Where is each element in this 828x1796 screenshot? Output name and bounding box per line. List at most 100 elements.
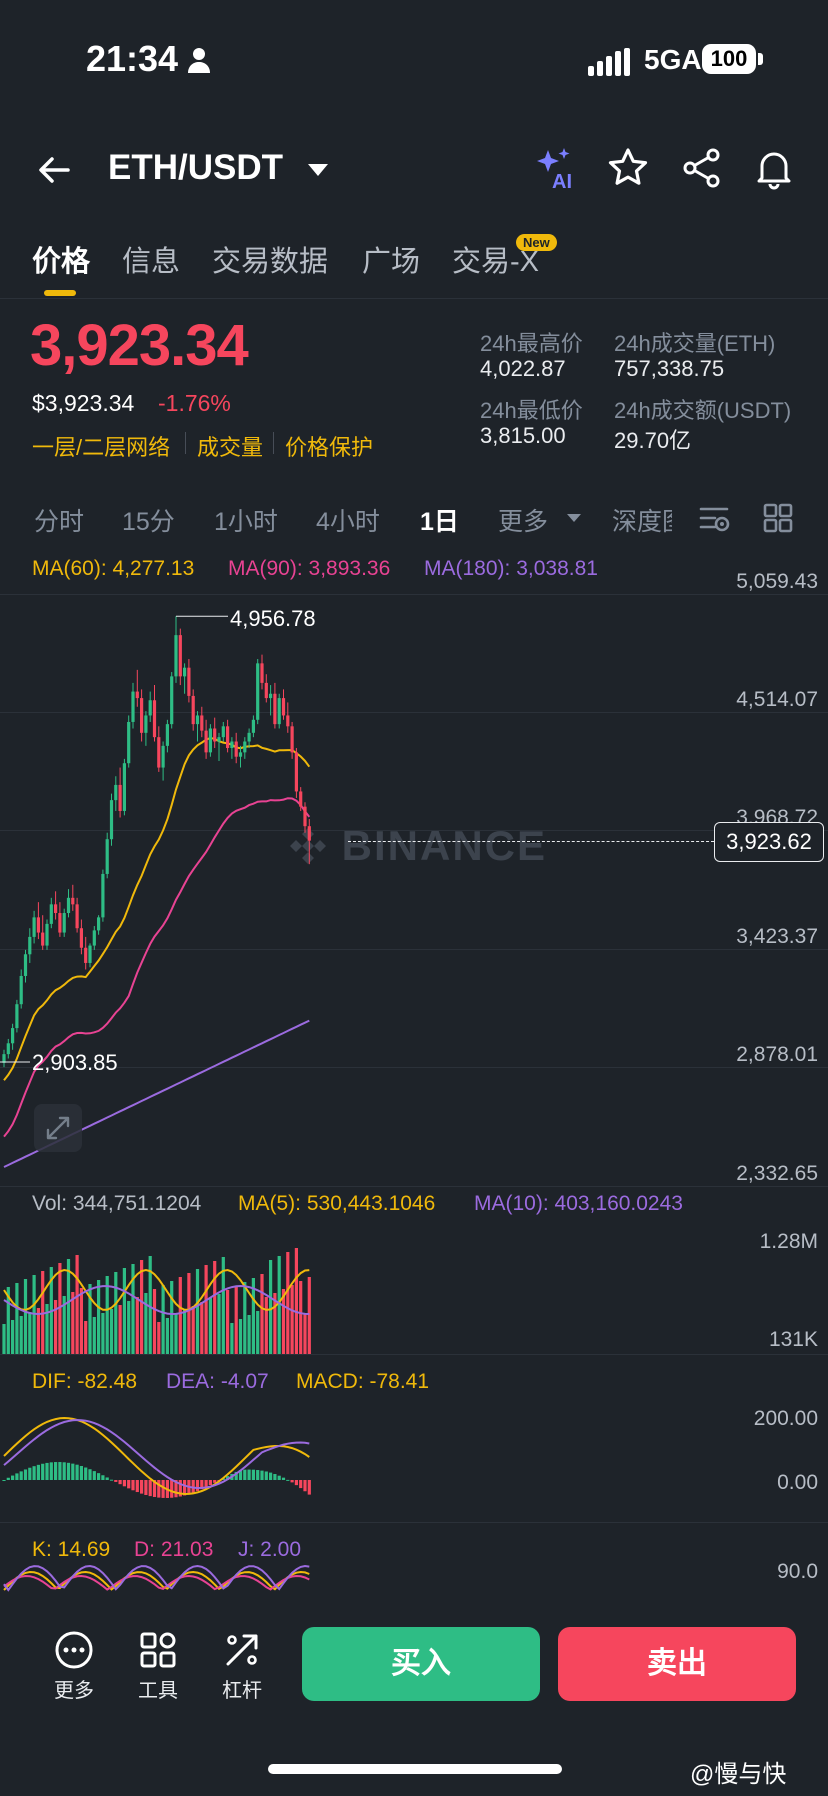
binance-watermark: BINANCE <box>288 822 547 870</box>
candle-body <box>178 635 182 677</box>
macd-dif-legend: DIF: -82.48 <box>32 1370 138 1393</box>
tab-price[interactable]: 价格 <box>32 246 91 278</box>
interval-depth[interactable]: 深度图 <box>612 508 672 536</box>
candle-body <box>161 745 165 768</box>
ma90-line <box>3 797 311 1138</box>
tag-separator <box>273 432 274 454</box>
volume-bar <box>178 1277 182 1354</box>
candle-body <box>277 698 281 725</box>
macd-histogram-bar <box>157 1480 161 1498</box>
macd-histogram-bar <box>226 1476 230 1480</box>
signal-icon <box>588 48 630 76</box>
chevron-down-icon[interactable] <box>566 513 582 523</box>
candle-body <box>230 741 234 749</box>
sell-button[interactable]: 卖出 <box>558 1627 796 1701</box>
candlestick-chart[interactable] <box>0 594 360 1186</box>
interval-1d[interactable]: 1日 <box>420 508 459 536</box>
candle-body <box>200 715 204 731</box>
candle-body <box>105 839 109 874</box>
volume-bar <box>191 1306 195 1354</box>
tag-layer-network[interactable]: 一层/二层网络 <box>32 435 171 460</box>
candle-body <box>54 904 58 914</box>
kdj-j-legend: J: 2.00 <box>238 1538 302 1561</box>
active-tab-indicator <box>44 290 76 296</box>
kdj-axis-label: 90.0 <box>777 1560 818 1583</box>
tag-price-protection[interactable]: 价格保护 <box>285 435 374 460</box>
interval-timeshare[interactable]: 分时 <box>34 508 85 536</box>
expand-icon <box>46 1116 70 1140</box>
leverage-label[interactable]: 杠杆 <box>222 1680 262 1702</box>
usd-price: $3,923.34 <box>32 390 135 416</box>
tag-volume[interactable]: 成交量 <box>197 435 264 460</box>
interval-4h[interactable]: 4小时 <box>316 508 380 536</box>
volume-bar <box>11 1320 15 1354</box>
macd-histogram-bar <box>15 1473 19 1480</box>
macd-histogram-bar <box>144 1480 148 1495</box>
macd-histogram-bar <box>161 1480 165 1498</box>
watermark-credit: @慢与快 <box>690 1761 787 1788</box>
leverage-icon[interactable] <box>222 1630 262 1670</box>
candle-body <box>135 691 139 699</box>
volume-eth-label: 24h成交量(ETH) <box>614 331 776 356</box>
candle-body <box>148 700 152 716</box>
tab-trading-data[interactable]: 交易数据 <box>212 246 329 278</box>
candle-body <box>273 693 277 725</box>
price-axis-label: 5,059.43 <box>736 570 818 593</box>
more-label[interactable]: 更多 <box>54 1680 94 1702</box>
star-icon[interactable] <box>606 146 650 190</box>
macd-histogram-bar <box>75 1464 79 1480</box>
tab-square[interactable]: 广场 <box>362 246 421 278</box>
volume-bar <box>41 1271 45 1354</box>
volume-bar <box>174 1314 178 1354</box>
volume-bar <box>286 1252 290 1354</box>
volume-bar <box>2 1324 6 1354</box>
macd-histogram-bar <box>251 1469 255 1480</box>
volume-bar <box>251 1278 255 1354</box>
chevron-down-icon[interactable] <box>306 162 330 178</box>
macd-histogram-bar <box>213 1480 217 1483</box>
buy-button[interactable]: 买入 <box>302 1627 540 1701</box>
price-axis-label: 2,332.65 <box>736 1162 818 1185</box>
tools-label[interactable]: 工具 <box>138 1680 178 1702</box>
candle-body <box>281 698 286 716</box>
volume-bar <box>58 1263 62 1354</box>
volume-axis-label: 1.28M <box>759 1230 818 1253</box>
ai-sparkle-icon[interactable]: AI <box>534 146 578 190</box>
tab-trade-x[interactable]: 交易-X <box>452 246 540 278</box>
volume-bar <box>127 1301 131 1354</box>
volume-bar <box>92 1317 96 1354</box>
tools-icon[interactable] <box>138 1630 178 1670</box>
home-indicator[interactable] <box>268 1764 562 1774</box>
gridline <box>0 1186 828 1187</box>
more-icon[interactable] <box>54 1630 94 1670</box>
candle-body <box>290 726 294 753</box>
interval-15m[interactable]: 15分 <box>122 508 175 536</box>
macd-histogram-bar <box>269 1472 273 1480</box>
volume-bar <box>97 1280 101 1354</box>
tab-info[interactable]: 信息 <box>122 246 181 278</box>
volume-bar <box>213 1261 217 1354</box>
volume-bar <box>221 1257 225 1354</box>
grid-layout-icon[interactable] <box>762 502 794 534</box>
volume-bar <box>54 1300 58 1354</box>
fullscreen-button[interactable] <box>34 1104 82 1152</box>
indicator-settings-icon[interactable] <box>698 502 730 534</box>
battery-indicator: 100 <box>702 44 756 74</box>
share-icon[interactable] <box>680 146 724 190</box>
volume-bar <box>118 1305 122 1354</box>
volume-bar <box>45 1304 49 1354</box>
candle-body <box>247 732 251 742</box>
macd-chart <box>2 1416 311 1498</box>
interval-more[interactable]: 更多 <box>498 508 549 536</box>
pair-title[interactable]: ETH/USDT <box>108 148 283 187</box>
candle-body <box>127 721 131 764</box>
kdj-k-legend: K: 14.69 <box>32 1538 111 1561</box>
kdj-d-legend: D: 21.03 <box>134 1538 214 1561</box>
back-arrow-icon[interactable] <box>34 150 74 190</box>
volume-bar <box>19 1316 23 1354</box>
candle-body <box>226 726 230 749</box>
volume-bar <box>75 1255 79 1354</box>
interval-1h[interactable]: 1小时 <box>214 508 278 536</box>
bell-icon[interactable] <box>752 146 796 190</box>
volume-bar <box>28 1312 32 1354</box>
